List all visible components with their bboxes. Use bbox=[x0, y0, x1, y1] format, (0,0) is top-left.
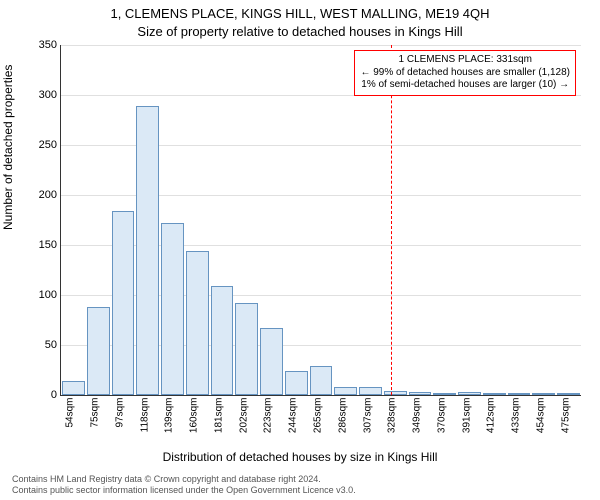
histogram-bar bbox=[186, 251, 209, 395]
footer-line-2: Contains public sector information licen… bbox=[12, 485, 356, 496]
histogram-bar bbox=[161, 223, 184, 395]
histogram-bar bbox=[87, 307, 110, 395]
histogram-bar bbox=[211, 286, 234, 395]
histogram-bar bbox=[384, 391, 407, 395]
y-tick-label: 350 bbox=[27, 39, 57, 51]
histogram-bar bbox=[285, 371, 308, 395]
histogram-bar bbox=[483, 393, 506, 395]
gridline bbox=[61, 45, 581, 46]
histogram-bar bbox=[458, 392, 481, 395]
chart-title-1: 1, CLEMENS PLACE, KINGS HILL, WEST MALLI… bbox=[0, 6, 600, 21]
histogram-bar bbox=[310, 366, 333, 395]
footer-text: Contains HM Land Registry data © Crown c… bbox=[12, 474, 356, 496]
histogram-bar bbox=[557, 393, 580, 395]
plot-area: 05010015020025030035054sqm75sqm97sqm118s… bbox=[60, 45, 581, 396]
histogram-bar bbox=[433, 393, 456, 395]
histogram-bar bbox=[359, 387, 382, 395]
y-tick-label: 0 bbox=[27, 389, 57, 401]
y-tick-label: 250 bbox=[27, 139, 57, 151]
annotation-line: 1% of semi-detached houses are larger (1… bbox=[360, 79, 570, 92]
histogram-bar bbox=[532, 393, 555, 395]
chart-title-2: Size of property relative to detached ho… bbox=[0, 24, 600, 39]
y-axis-label: Number of detached properties bbox=[1, 65, 15, 230]
chart-container: 1, CLEMENS PLACE, KINGS HILL, WEST MALLI… bbox=[0, 0, 600, 500]
marker-line bbox=[391, 45, 392, 395]
x-axis-label: Distribution of detached houses by size … bbox=[0, 450, 600, 464]
annotation-line: 1 CLEMENS PLACE: 331sqm bbox=[360, 54, 570, 67]
histogram-bar bbox=[112, 211, 135, 395]
y-tick-label: 300 bbox=[27, 89, 57, 101]
histogram-bar bbox=[235, 303, 258, 395]
histogram-bar bbox=[260, 328, 283, 395]
y-tick-label: 200 bbox=[27, 189, 57, 201]
histogram-bar bbox=[409, 392, 432, 395]
y-tick-label: 50 bbox=[27, 339, 57, 351]
footer-line-1: Contains HM Land Registry data © Crown c… bbox=[12, 474, 356, 485]
histogram-bar bbox=[136, 106, 159, 395]
histogram-bar bbox=[508, 393, 531, 395]
annotation-line: ← 99% of detached houses are smaller (1,… bbox=[360, 67, 570, 80]
y-tick-label: 100 bbox=[27, 289, 57, 301]
histogram-bar bbox=[62, 381, 85, 395]
y-tick-label: 150 bbox=[27, 239, 57, 251]
histogram-bar bbox=[334, 387, 357, 395]
annotation-box: 1 CLEMENS PLACE: 331sqm← 99% of detached… bbox=[354, 50, 576, 96]
